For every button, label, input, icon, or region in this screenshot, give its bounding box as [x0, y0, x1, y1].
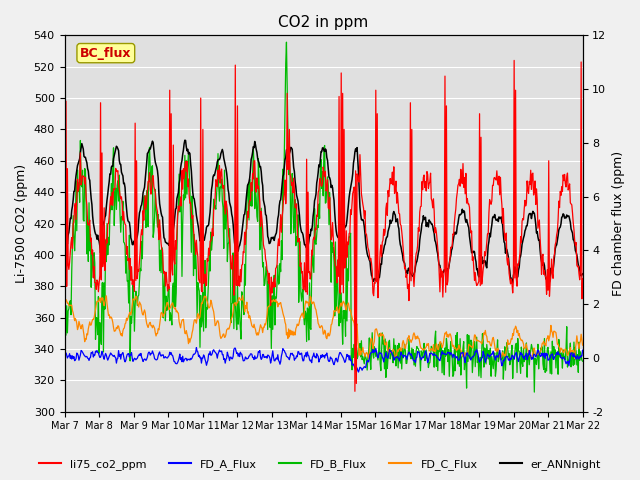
Legend: li75_co2_ppm, FD_A_Flux, FD_B_Flux, FD_C_Flux, er_ANNnight: li75_co2_ppm, FD_A_Flux, FD_B_Flux, FD_C… — [35, 455, 605, 474]
Y-axis label: FD chamber flux (ppm): FD chamber flux (ppm) — [612, 151, 625, 296]
Y-axis label: Li-7500 CO2 (ppm): Li-7500 CO2 (ppm) — [15, 164, 28, 283]
Title: CO2 in ppm: CO2 in ppm — [278, 15, 369, 30]
Text: BC_flux: BC_flux — [80, 47, 132, 60]
